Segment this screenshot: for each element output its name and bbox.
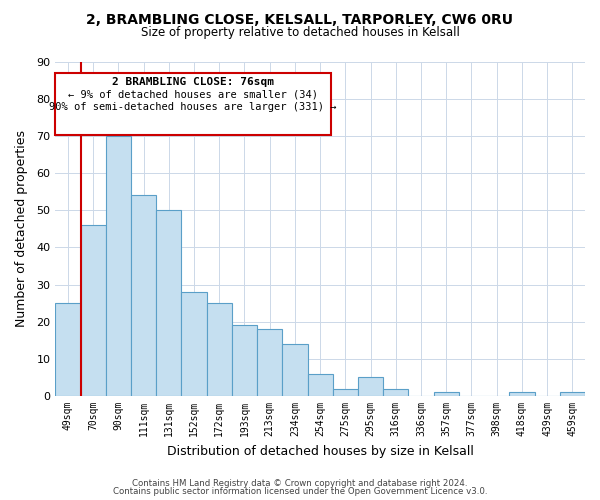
- Text: Contains HM Land Registry data © Crown copyright and database right 2024.: Contains HM Land Registry data © Crown c…: [132, 478, 468, 488]
- Bar: [257, 329, 283, 396]
- Text: Contains public sector information licensed under the Open Government Licence v3: Contains public sector information licen…: [113, 487, 487, 496]
- Bar: [509, 392, 535, 396]
- X-axis label: Distribution of detached houses by size in Kelsall: Distribution of detached houses by size …: [167, 444, 473, 458]
- Bar: [383, 388, 409, 396]
- Bar: [434, 392, 459, 396]
- Bar: [232, 326, 257, 396]
- Y-axis label: Number of detached properties: Number of detached properties: [15, 130, 28, 328]
- Text: Size of property relative to detached houses in Kelsall: Size of property relative to detached ho…: [140, 26, 460, 39]
- Text: ← 9% of detached houses are smaller (34): ← 9% of detached houses are smaller (34): [68, 90, 318, 100]
- Bar: [283, 344, 308, 396]
- Bar: [156, 210, 181, 396]
- Bar: [106, 136, 131, 396]
- Text: 2, BRAMBLING CLOSE, KELSALL, TARPORLEY, CW6 0RU: 2, BRAMBLING CLOSE, KELSALL, TARPORLEY, …: [86, 12, 514, 26]
- Bar: [80, 225, 106, 396]
- Bar: [308, 374, 333, 396]
- Text: 90% of semi-detached houses are larger (331) →: 90% of semi-detached houses are larger (…: [49, 102, 337, 113]
- Text: 2 BRAMBLING CLOSE: 76sqm: 2 BRAMBLING CLOSE: 76sqm: [112, 76, 274, 86]
- Bar: [333, 388, 358, 396]
- Bar: [181, 292, 206, 396]
- Bar: [358, 378, 383, 396]
- Bar: [560, 392, 585, 396]
- Bar: [55, 303, 80, 396]
- Bar: [206, 303, 232, 396]
- FancyBboxPatch shape: [55, 73, 331, 135]
- Bar: [131, 196, 156, 396]
